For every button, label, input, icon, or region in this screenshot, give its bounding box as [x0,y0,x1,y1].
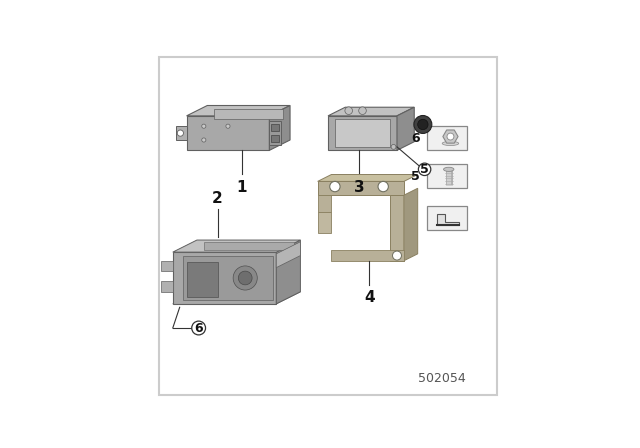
Circle shape [192,321,205,335]
FancyBboxPatch shape [427,126,467,151]
Ellipse shape [444,167,454,172]
Polygon shape [187,105,290,116]
Polygon shape [271,125,279,131]
Polygon shape [276,242,300,267]
Polygon shape [176,126,187,140]
Circle shape [226,124,230,128]
Circle shape [391,145,396,149]
Text: 5: 5 [411,170,420,183]
Circle shape [177,130,184,136]
Polygon shape [436,214,459,225]
Polygon shape [187,116,269,151]
Text: 1: 1 [237,180,247,195]
Circle shape [202,138,206,142]
Polygon shape [161,281,173,292]
Polygon shape [173,292,300,304]
Text: 6: 6 [195,322,203,335]
Polygon shape [269,121,282,145]
Text: 4: 4 [364,290,374,305]
Polygon shape [214,109,283,119]
Text: 2: 2 [212,190,223,206]
Circle shape [378,181,388,192]
Circle shape [233,266,257,290]
Polygon shape [317,181,404,195]
Polygon shape [269,105,290,151]
Polygon shape [397,107,414,151]
Polygon shape [204,242,294,250]
Circle shape [418,119,428,129]
Polygon shape [271,135,279,142]
Circle shape [238,271,252,285]
Polygon shape [161,261,173,271]
Polygon shape [335,119,390,147]
Polygon shape [332,250,404,261]
Circle shape [419,163,431,176]
Polygon shape [276,240,300,304]
Polygon shape [390,195,404,261]
Circle shape [358,107,366,115]
Polygon shape [317,195,332,212]
Polygon shape [183,255,273,301]
Polygon shape [187,263,218,297]
Polygon shape [404,188,418,261]
Circle shape [447,133,454,140]
Circle shape [345,107,353,115]
Polygon shape [328,107,414,116]
Circle shape [330,181,340,192]
Circle shape [202,124,206,128]
Circle shape [392,251,401,260]
Text: 3: 3 [354,180,364,195]
Polygon shape [328,116,397,151]
Ellipse shape [442,142,459,146]
Polygon shape [173,240,300,252]
FancyBboxPatch shape [427,164,467,188]
Polygon shape [173,252,276,304]
Polygon shape [317,212,332,233]
FancyBboxPatch shape [427,206,467,230]
Circle shape [414,116,432,134]
Text: 5: 5 [420,163,429,176]
Text: 502054: 502054 [418,372,466,385]
Polygon shape [317,174,418,181]
Text: 6: 6 [411,132,420,145]
